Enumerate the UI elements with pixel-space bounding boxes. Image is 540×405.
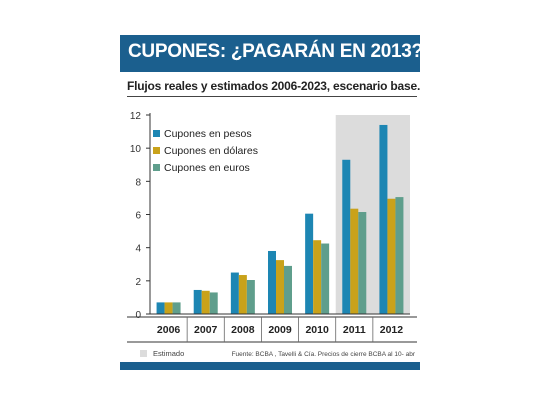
chart-title: CUPONES: ¿PAGARÁN EN 2013? [128, 41, 423, 62]
bar [342, 159, 351, 314]
bar [395, 197, 404, 314]
y-tick-label: 0 [135, 310, 141, 321]
bar [238, 275, 247, 314]
bar [358, 212, 367, 314]
bar [193, 289, 202, 314]
bar [387, 198, 396, 314]
bar [172, 302, 181, 314]
x-tick-label: 2006 [157, 324, 181, 336]
estimated-key-swatch [140, 350, 147, 357]
x-tick-label: 2012 [380, 324, 404, 336]
x-tick-label: 2010 [305, 324, 329, 336]
bar [350, 208, 359, 314]
x-tick-label: 2008 [231, 324, 255, 336]
legend-label: Cupones en dólares [164, 145, 258, 157]
legend-label: Cupones en euros [164, 162, 250, 174]
bar [230, 272, 239, 314]
subtitle-rule [127, 96, 417, 97]
y-tick-label: 6 [135, 211, 141, 222]
bar-chart: 0 2 4 6 8 10 12 2006 2007 2008 2009 2010 2011 2012 Cup… [127, 111, 417, 358]
bar [284, 265, 292, 314]
estimated-key-label: Estimado [153, 349, 184, 358]
bar [305, 213, 314, 314]
bar [209, 292, 218, 314]
footer-bar [120, 362, 420, 370]
y-tick-label: 4 [135, 244, 141, 255]
chart-card: CUPONES: ¿PAGARÁN EN 2013? Flujos reales… [120, 35, 423, 370]
bar [321, 243, 330, 314]
bar [276, 260, 284, 314]
y-tick-label: 12 [130, 111, 142, 122]
bar [246, 280, 255, 314]
bar [313, 240, 322, 314]
y-tick-label: 10 [130, 144, 142, 155]
x-tick-label: 2009 [268, 324, 292, 336]
legend-swatch [153, 147, 160, 154]
bar [164, 302, 173, 314]
bar [268, 250, 276, 314]
legend-swatch [153, 164, 160, 171]
bar [201, 290, 210, 314]
legend-swatch [153, 130, 160, 137]
legend-label: Cupones en pesos [164, 128, 252, 140]
y-tick-label: 2 [135, 277, 141, 288]
title-banner: CUPONES: ¿PAGARÁN EN 2013? [120, 35, 423, 72]
x-tick-label: 2011 [343, 324, 366, 336]
bar [379, 124, 388, 314]
source-note: Fuente: BCBA , Tavelli & Cía. Precios de… [232, 351, 416, 358]
bar [156, 302, 165, 314]
chart-subtitle: Flujos reales y estimados 2006-2023, esc… [127, 79, 421, 93]
x-tick-label: 2007 [194, 324, 218, 336]
y-tick-label: 8 [135, 177, 141, 188]
